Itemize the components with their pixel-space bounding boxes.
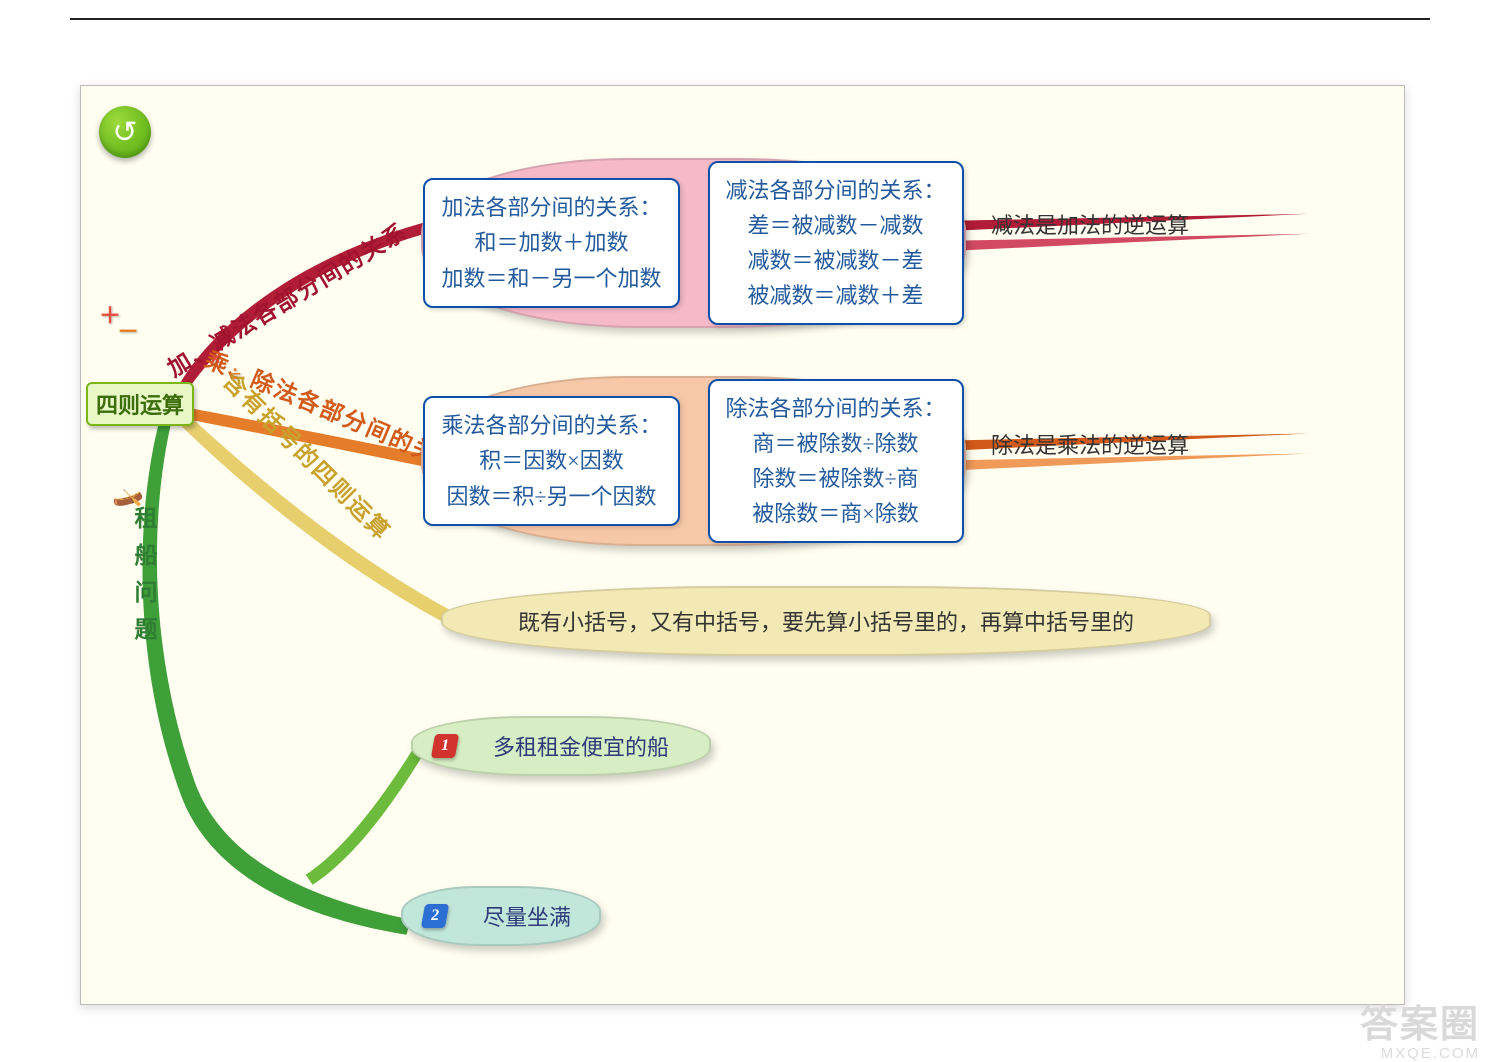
div-icon: ÷ xyxy=(229,361,241,387)
box-mul-l2: 因数＝积÷另一个因数 xyxy=(441,479,661,514)
blob-brackets: 既有小括号，又有中括号，要先算小括号里的，再算中括号里的 xyxy=(441,586,1211,656)
box-addition-l2: 加数＝和－另一个加数 xyxy=(441,261,661,296)
box-div-l3: 被除数＝商×除数 xyxy=(726,496,946,531)
box-addition-title: 加法各部分间的关系： xyxy=(441,190,661,225)
badge-2: 2 xyxy=(421,904,449,928)
box-subtraction: 减法各部分间的关系： 差＝被减数－减数 减数＝被减数－差 被减数＝减数＋差 xyxy=(708,161,964,326)
blob-rent-tip-1: 1 多租租金便宜的船 xyxy=(411,716,711,776)
caption-subtraction-inverse: 减法是加法的逆运算 xyxy=(991,208,1189,240)
top-rule xyxy=(70,18,1430,20)
box-div-l1: 商＝被除数÷除数 xyxy=(726,426,946,461)
root-node[interactable]: 四则运算 xyxy=(86,382,194,426)
box-div-l2: 除数＝被除数÷商 xyxy=(726,461,946,496)
rent-tip-1-text: 多租租金便宜的船 xyxy=(493,730,669,762)
box-subtraction-l1: 差＝被减数－减数 xyxy=(726,208,946,243)
blob-multiplication-division: 乘法各部分间的关系： 积＝因数×因数 因数＝积÷另一个因数 除法各部分间的关系：… xyxy=(421,376,966,546)
box-mul-title: 乘法各部分间的关系： xyxy=(441,408,661,443)
box-addition: 加法各部分间的关系： 和＝加数＋加数 加数＝和－另一个加数 xyxy=(423,178,679,308)
blob-rent-tip-2: 2 尽量坐满 xyxy=(401,886,601,946)
rent-tip-2-text: 尽量坐满 xyxy=(483,900,571,932)
brackets-text: 既有小括号，又有中括号，要先算小括号里的，再算中括号里的 xyxy=(518,605,1134,637)
back-button[interactable]: ↺ xyxy=(99,106,151,158)
box-div-title: 除法各部分间的关系： xyxy=(726,391,946,426)
back-icon: ↺ xyxy=(112,115,137,150)
box-subtraction-title: 减法各部分间的关系： xyxy=(726,173,946,208)
box-subtraction-l2: 减数＝被减数－差 xyxy=(726,243,946,278)
blob-addition-subtraction: 加法各部分间的关系： 和＝加数＋加数 加数＝和－另一个加数 减法各部分间的关系：… xyxy=(421,158,966,328)
caption-division-inverse: 除法是乘法的逆运算 xyxy=(991,428,1189,460)
box-addition-l1: 和＝加数＋加数 xyxy=(441,225,661,260)
branch-green-label: 租船问题 xyxy=(126,506,160,654)
mindmap-canvas: ↺ 四则运算 加、减法各部分间的关系 乘、除法各部分间的关系 含有括号的四则运算… xyxy=(80,85,1405,1005)
box-mul-l1: 积＝因数×因数 xyxy=(441,443,661,478)
watermark-url: MXQE.COM xyxy=(1381,1045,1480,1062)
box-division: 除法各部分间的关系： 商＝被除数÷除数 除数＝被除数÷商 被除数＝商×除数 xyxy=(708,379,964,544)
box-subtraction-l3: 被减数＝减数＋差 xyxy=(726,278,946,313)
times-icon: × xyxy=(209,346,222,372)
watermark: 答案圈 xyxy=(1360,993,1480,1048)
box-multiplication: 乘法各部分间的关系： 积＝因数×因数 因数＝积÷另一个因数 xyxy=(423,396,679,526)
badge-1: 1 xyxy=(431,734,459,758)
minus-icon: － xyxy=(117,314,139,346)
